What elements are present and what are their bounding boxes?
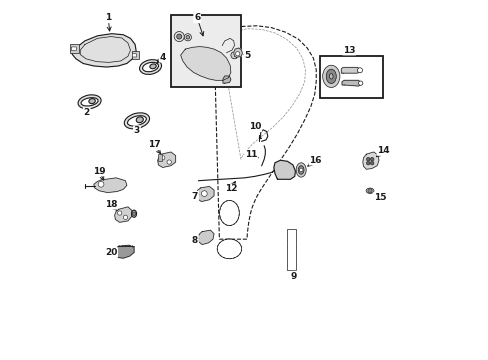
- Ellipse shape: [149, 64, 156, 69]
- Text: 12: 12: [224, 184, 237, 193]
- FancyBboxPatch shape: [71, 47, 76, 50]
- Polygon shape: [180, 46, 230, 80]
- Ellipse shape: [78, 95, 101, 109]
- Circle shape: [235, 51, 239, 56]
- Circle shape: [185, 36, 189, 39]
- Polygon shape: [198, 230, 214, 244]
- FancyBboxPatch shape: [131, 51, 139, 59]
- Text: 16: 16: [308, 156, 321, 165]
- Text: 3: 3: [134, 126, 140, 135]
- Polygon shape: [233, 48, 242, 57]
- Text: 19: 19: [93, 167, 105, 176]
- Circle shape: [366, 161, 369, 165]
- Text: 5: 5: [244, 51, 250, 60]
- Text: 6: 6: [194, 13, 200, 22]
- Text: 8: 8: [191, 236, 198, 245]
- Circle shape: [366, 157, 369, 161]
- Circle shape: [369, 157, 373, 161]
- Circle shape: [176, 34, 182, 39]
- FancyBboxPatch shape: [132, 54, 136, 57]
- Polygon shape: [94, 178, 126, 193]
- Polygon shape: [158, 152, 175, 167]
- Ellipse shape: [217, 239, 241, 259]
- Circle shape: [369, 161, 373, 165]
- Polygon shape: [116, 245, 134, 258]
- Polygon shape: [223, 76, 230, 83]
- Ellipse shape: [366, 188, 373, 193]
- Circle shape: [358, 81, 362, 85]
- Text: 14: 14: [377, 146, 389, 155]
- Text: 20: 20: [105, 248, 117, 257]
- Text: 7: 7: [191, 192, 198, 201]
- Polygon shape: [273, 160, 295, 179]
- Text: 4: 4: [159, 53, 165, 62]
- Circle shape: [174, 32, 184, 41]
- Polygon shape: [341, 80, 359, 86]
- Text: 10: 10: [248, 122, 261, 131]
- Ellipse shape: [142, 62, 158, 72]
- Ellipse shape: [298, 166, 304, 174]
- Ellipse shape: [325, 69, 336, 84]
- Ellipse shape: [81, 98, 98, 106]
- Polygon shape: [341, 67, 359, 73]
- FancyBboxPatch shape: [171, 15, 241, 87]
- Circle shape: [184, 34, 191, 41]
- Text: 1: 1: [105, 13, 111, 22]
- Ellipse shape: [139, 60, 161, 75]
- Text: 2: 2: [83, 108, 90, 117]
- Ellipse shape: [124, 113, 149, 129]
- FancyBboxPatch shape: [70, 44, 79, 53]
- Circle shape: [167, 160, 171, 164]
- Circle shape: [299, 168, 303, 172]
- Circle shape: [201, 191, 207, 197]
- Text: 13: 13: [342, 46, 355, 55]
- Circle shape: [160, 156, 164, 160]
- Ellipse shape: [89, 99, 95, 104]
- Text: 18: 18: [104, 200, 117, 209]
- FancyBboxPatch shape: [158, 154, 162, 161]
- Text: 15: 15: [373, 193, 386, 202]
- Circle shape: [132, 212, 136, 216]
- FancyBboxPatch shape: [319, 56, 382, 98]
- Ellipse shape: [127, 116, 146, 126]
- Ellipse shape: [322, 65, 339, 87]
- FancyBboxPatch shape: [286, 229, 295, 270]
- Ellipse shape: [329, 74, 332, 79]
- Polygon shape: [362, 152, 378, 169]
- Text: 11: 11: [244, 150, 257, 159]
- Ellipse shape: [219, 201, 239, 226]
- Polygon shape: [115, 207, 132, 222]
- Circle shape: [117, 211, 122, 215]
- Ellipse shape: [136, 117, 143, 123]
- Circle shape: [98, 181, 104, 187]
- Ellipse shape: [296, 163, 305, 177]
- Circle shape: [230, 51, 238, 59]
- Ellipse shape: [131, 210, 136, 217]
- Circle shape: [367, 189, 371, 193]
- Text: 17: 17: [147, 140, 160, 149]
- Polygon shape: [72, 34, 136, 67]
- Text: 9: 9: [290, 271, 297, 280]
- Circle shape: [123, 215, 127, 220]
- Polygon shape: [196, 186, 214, 202]
- Circle shape: [357, 68, 362, 73]
